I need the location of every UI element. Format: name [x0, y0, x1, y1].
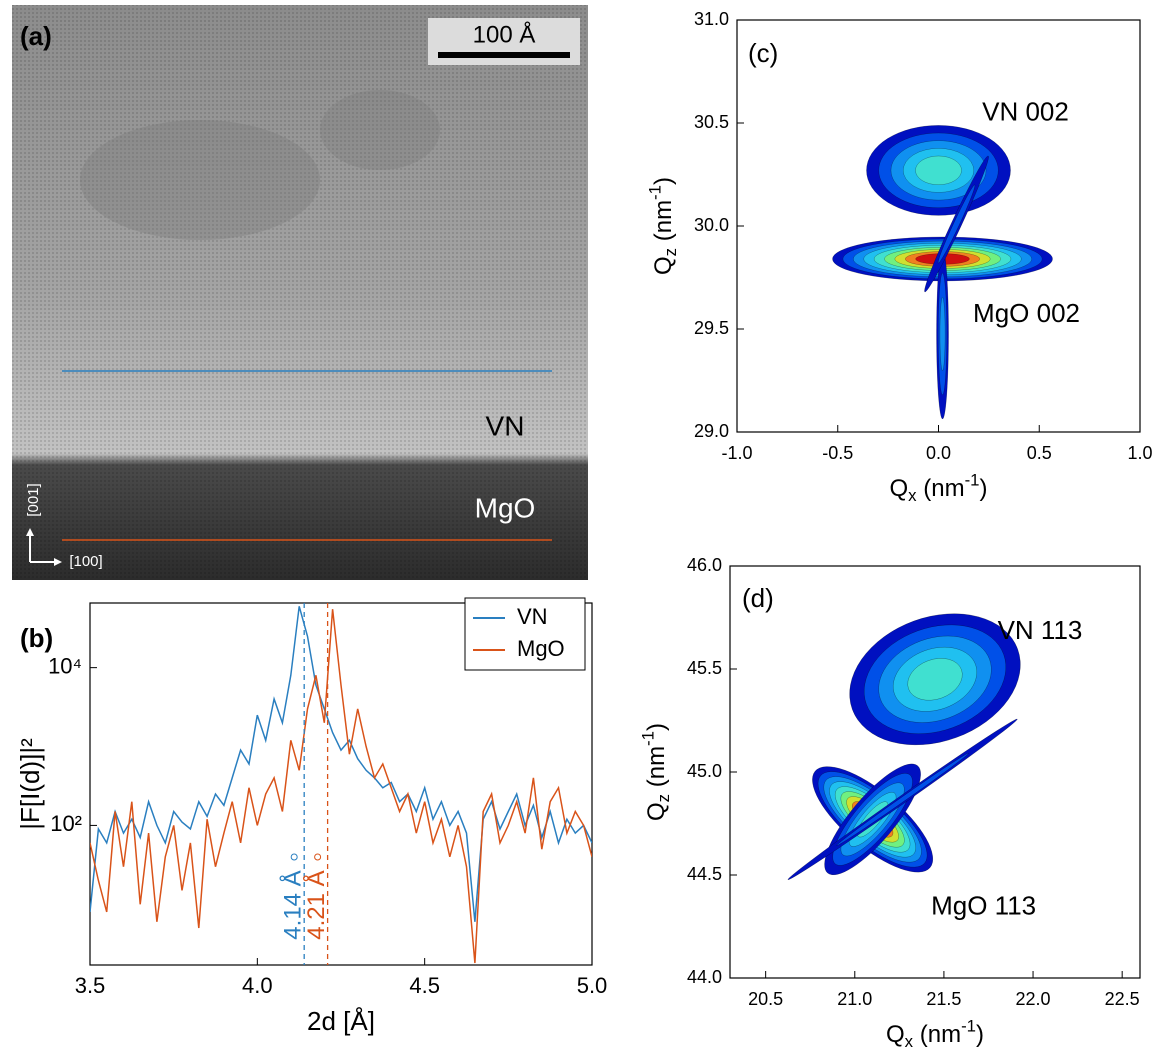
y-tick-label: 10² [50, 811, 82, 836]
y-tick-label: 30.5 [694, 112, 729, 132]
axis-label-part: (nm [913, 1021, 961, 1048]
y-tick-label: 10⁴ [48, 653, 82, 678]
x-tick-label: -1.0 [721, 443, 752, 463]
contour-level [907, 658, 963, 701]
axis-label-part: z [655, 794, 674, 802]
x-tick-label: 4.0 [242, 973, 273, 998]
axis-label-part: -1 [965, 471, 980, 490]
axis-label-part: (nm [917, 475, 965, 502]
x-tick-label: 20.5 [748, 989, 783, 1009]
scale-bar-label: 100 Å [473, 20, 536, 48]
legend-box [464, 597, 586, 671]
axis-label-part: Q [643, 802, 670, 821]
axis-label: Qx (nm-1) [890, 471, 988, 506]
axis-label-part: (nm [643, 746, 670, 794]
y-tick-label: 44.5 [687, 864, 722, 884]
contour-level [836, 752, 969, 846]
axis-label-part: ) [976, 1021, 984, 1048]
arrow-heads [26, 528, 62, 566]
panel-label: (b) [20, 623, 53, 653]
y-tick-label: 45.5 [687, 658, 722, 678]
axis-label-part: ) [979, 475, 987, 502]
axis-label-part: Q [890, 475, 909, 502]
line-series [90, 609, 592, 964]
reference-label: 4.14 Å [279, 870, 307, 939]
axis-label: Qx (nm-1) [886, 1017, 984, 1052]
axis-label: 2d [Å] [307, 1006, 375, 1036]
tem-panel: 100 Å (a) VN MgO [001] [100] [12, 5, 588, 580]
x-tick-label: 22.5 [1105, 989, 1140, 1009]
x-tick-label: 4.5 [409, 973, 440, 998]
axis-label-part: -1 [646, 185, 665, 200]
y-tick-label: 29.0 [694, 421, 729, 441]
contrast-patch [320, 90, 440, 170]
x-tick-label: -0.5 [822, 443, 853, 463]
x-tick-label: 3.5 [75, 973, 106, 998]
layer-label: MgO [475, 492, 536, 523]
axis-label-part: (nm [650, 200, 677, 248]
y-tick-label: 30.0 [694, 215, 729, 235]
axis-label-part: Q [886, 1021, 905, 1048]
contrast-patch [80, 120, 320, 240]
y-tick-label: 29.5 [694, 318, 729, 338]
peak-label: MgO 113 [931, 890, 1036, 920]
x-tick-label: 1.0 [1127, 443, 1152, 463]
axis-label-part: z [662, 248, 681, 256]
panel-label: (c) [748, 38, 778, 68]
lattice-texture [12, 5, 588, 580]
x-tick-label: 0.0 [926, 443, 951, 463]
y-tick-label: 31.0 [694, 9, 729, 29]
axis-label-part: Q [650, 256, 677, 275]
x-tick-label: 22.0 [1016, 989, 1051, 1009]
x-tick-label: 0.5 [1027, 443, 1052, 463]
axis-label-part: -1 [961, 1017, 976, 1036]
plot-frame [89, 602, 593, 966]
axis-arrows [29, 532, 58, 563]
axis-label: Qz (nm-1) [639, 723, 674, 821]
y-tick-label: 45.0 [687, 761, 722, 781]
peak-label: VN 002 [982, 96, 1069, 126]
y-tick-label: 46.0 [687, 555, 722, 575]
plot-area [90, 606, 592, 964]
direction-label: [001] [25, 483, 42, 516]
x-tick-label: 5.0 [577, 973, 608, 998]
peak-label: MgO 002 [973, 298, 1080, 328]
reference-marker [290, 853, 298, 861]
reference-label: 4.21 Å [302, 870, 330, 939]
axis-label: Qz (nm-1) [646, 177, 681, 275]
peak-label: VN 113 [998, 615, 1083, 645]
line-series [90, 606, 592, 922]
layer-label: VN [486, 410, 525, 441]
x-tick-label: 21.5 [926, 989, 961, 1009]
reference-marker [314, 853, 322, 861]
panel-label: (a) [20, 21, 52, 51]
contour-level [915, 155, 962, 185]
legend-label: MgO [517, 636, 565, 661]
axis-label-part: x [905, 1033, 914, 1052]
direction-label: [100] [69, 553, 102, 570]
legend-label: VN [517, 604, 548, 629]
axis-label-part: -1 [639, 731, 658, 746]
contour-level [937, 184, 976, 264]
x-tick-label: 21.0 [837, 989, 872, 1009]
axis-label-part: x [908, 487, 917, 506]
contour-level [939, 296, 946, 371]
axis-label-part: ) [643, 723, 670, 731]
axis-label-part: ) [650, 177, 677, 185]
axis-label: |F[I(d)]|² [15, 738, 45, 830]
y-tick-label: 44.0 [687, 967, 722, 987]
panel-label: (d) [742, 583, 774, 613]
